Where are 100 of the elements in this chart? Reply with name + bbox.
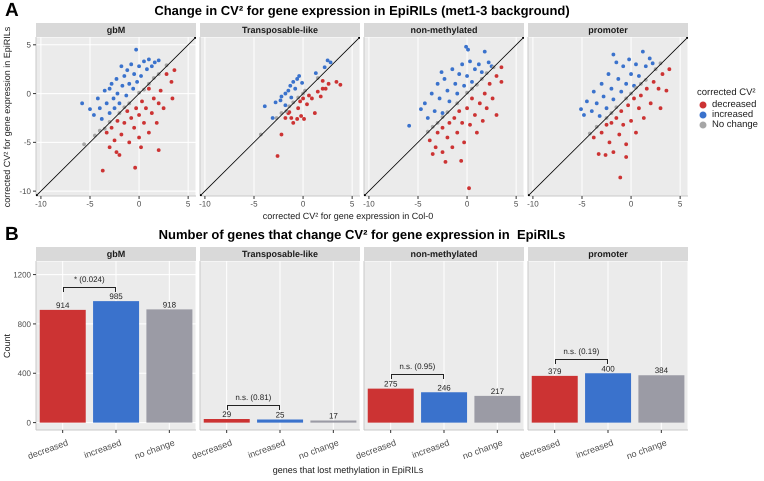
point bbox=[297, 74, 302, 78]
point bbox=[638, 94, 643, 98]
point bbox=[624, 142, 628, 146]
point bbox=[278, 98, 282, 102]
point bbox=[326, 58, 330, 62]
point bbox=[291, 120, 296, 125]
point bbox=[124, 94, 128, 98]
point bbox=[656, 86, 660, 91]
point bbox=[614, 116, 618, 120]
x-axis-title: corrected CV² for gene expression in Col-0 bbox=[262, 211, 434, 221]
point bbox=[110, 126, 114, 130]
point bbox=[480, 118, 485, 123]
point bbox=[432, 109, 437, 114]
point bbox=[150, 64, 154, 68]
point bbox=[455, 92, 460, 96]
data-label: 914 bbox=[56, 300, 70, 310]
y-tick-label: 800 bbox=[18, 320, 32, 329]
data-label: 400 bbox=[601, 364, 616, 374]
point bbox=[120, 132, 124, 136]
data-label: 217 bbox=[490, 386, 505, 396]
point bbox=[579, 107, 583, 112]
y-tick-label: -5 bbox=[24, 138, 32, 148]
y-tick-label: 0 bbox=[26, 89, 32, 98]
x-tick-label: 0 bbox=[136, 200, 142, 209]
point bbox=[621, 122, 626, 127]
point bbox=[470, 96, 474, 100]
point bbox=[131, 86, 136, 91]
x-tick-label: no change bbox=[625, 437, 668, 462]
point bbox=[596, 152, 601, 156]
point bbox=[129, 116, 134, 120]
x-tick-label: -10 bbox=[527, 200, 540, 209]
point bbox=[88, 107, 92, 112]
point bbox=[612, 52, 616, 56]
point bbox=[619, 109, 624, 114]
point bbox=[305, 102, 309, 106]
point bbox=[667, 67, 672, 72]
point bbox=[480, 70, 484, 74]
point bbox=[637, 74, 641, 78]
point bbox=[284, 92, 288, 96]
point bbox=[436, 82, 440, 86]
point bbox=[600, 130, 604, 134]
point bbox=[434, 145, 438, 150]
annotation: n.s. (0.95) bbox=[398, 362, 436, 372]
point bbox=[598, 114, 602, 118]
y-tick-label: 400 bbox=[18, 369, 32, 378]
point bbox=[460, 62, 464, 66]
data-label: 918 bbox=[162, 300, 177, 310]
point bbox=[98, 106, 102, 110]
point bbox=[621, 64, 626, 68]
point bbox=[125, 68, 130, 72]
point bbox=[152, 96, 156, 100]
point bbox=[108, 111, 112, 115]
x-tick-label: 0 bbox=[300, 200, 306, 209]
point bbox=[156, 58, 161, 62]
y-tick-label: 5 bbox=[26, 40, 32, 50]
point bbox=[465, 74, 469, 78]
annotation: * (0.024) bbox=[72, 274, 106, 284]
point bbox=[592, 90, 596, 94]
chart-subtitle: promoter bbox=[528, 23, 688, 37]
point bbox=[619, 90, 624, 94]
point bbox=[170, 80, 174, 84]
point bbox=[270, 116, 275, 120]
point bbox=[152, 60, 157, 64]
point bbox=[307, 94, 311, 98]
data-label: 246 bbox=[437, 383, 452, 392]
point bbox=[488, 82, 492, 86]
point bbox=[624, 82, 628, 86]
point bbox=[284, 116, 288, 120]
point bbox=[137, 64, 141, 68]
point bbox=[464, 44, 468, 49]
point bbox=[467, 186, 471, 190]
point bbox=[602, 94, 606, 98]
point bbox=[608, 140, 612, 144]
point bbox=[612, 98, 616, 102]
point bbox=[438, 96, 442, 100]
point bbox=[459, 158, 464, 163]
point bbox=[314, 71, 318, 75]
point bbox=[629, 118, 633, 123]
point bbox=[468, 122, 472, 127]
point bbox=[500, 65, 504, 70]
chart-subtitle: Transposable-like bbox=[200, 247, 360, 261]
point bbox=[642, 116, 646, 120]
point bbox=[288, 84, 292, 88]
point bbox=[436, 130, 440, 134]
point bbox=[146, 130, 151, 134]
point bbox=[158, 88, 163, 93]
point bbox=[617, 132, 622, 136]
point bbox=[618, 176, 622, 180]
point bbox=[302, 117, 306, 121]
point bbox=[334, 80, 338, 84]
point bbox=[500, 80, 504, 84]
data-label: 275 bbox=[384, 380, 398, 389]
point bbox=[440, 150, 444, 154]
point bbox=[92, 113, 96, 117]
point bbox=[170, 96, 174, 100]
point bbox=[610, 86, 614, 91]
bar bbox=[40, 310, 86, 423]
point bbox=[120, 84, 124, 88]
point bbox=[112, 138, 116, 142]
point bbox=[120, 64, 124, 68]
